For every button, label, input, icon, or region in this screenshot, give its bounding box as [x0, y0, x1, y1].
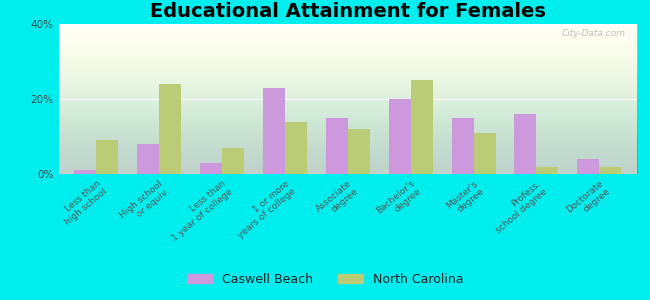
Bar — [577, 159, 599, 174]
Bar — [263, 88, 285, 174]
Bar — [200, 163, 222, 174]
Bar — [159, 84, 181, 174]
Bar — [285, 122, 307, 174]
Bar — [348, 129, 370, 174]
Bar — [389, 99, 411, 174]
Text: City-Data.com: City-Data.com — [562, 28, 625, 38]
Bar — [514, 114, 536, 174]
Legend: Caswell Beach, North Carolina: Caswell Beach, North Carolina — [182, 268, 468, 291]
Bar — [473, 133, 495, 174]
Title: Educational Attainment for Females: Educational Attainment for Females — [150, 2, 546, 21]
Bar — [536, 167, 558, 174]
Bar — [599, 167, 621, 174]
Bar — [411, 80, 433, 174]
Bar — [452, 118, 473, 174]
Bar — [96, 140, 118, 174]
Bar — [222, 148, 244, 174]
Bar — [74, 170, 96, 174]
Bar — [137, 144, 159, 174]
Bar — [326, 118, 348, 174]
